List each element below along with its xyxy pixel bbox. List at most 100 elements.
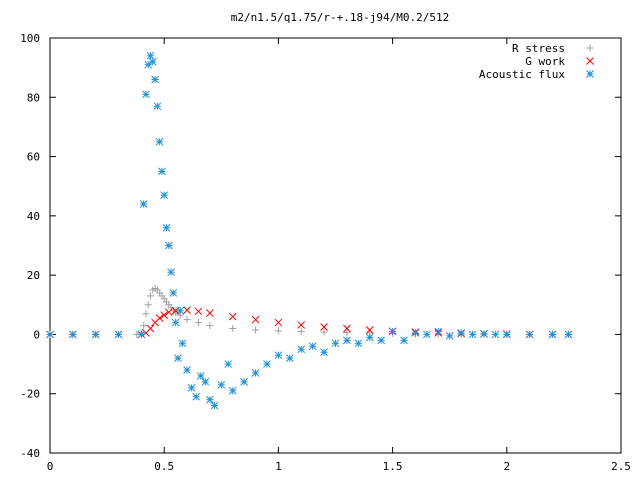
data-point-acoustic-flux (206, 395, 214, 404)
data-point-r-stress (229, 325, 237, 332)
x-axis: 0 0.5 1 1.5 2 2.5 (47, 38, 631, 473)
data-point-g-work (228, 312, 237, 321)
data-point-acoustic-flux (176, 306, 185, 315)
data-point-g-work (155, 314, 164, 322)
data-point-g-work (251, 315, 260, 324)
data-point-acoustic-flux (365, 333, 374, 342)
y-tick-label: -20 (20, 388, 40, 401)
data-point-acoustic-flux (434, 327, 443, 336)
x-tick-label: 2 (503, 460, 510, 473)
data-point-acoustic-flux (377, 336, 386, 345)
data-point-r-stress (320, 328, 328, 336)
data-point-acoustic-flux (192, 392, 201, 401)
x-tick-label: 1.5 (383, 460, 403, 473)
data-point-acoustic-flux (445, 332, 454, 340)
data-point-acoustic-flux (114, 330, 123, 339)
data-point-acoustic-flux (174, 354, 182, 362)
data-point-acoustic-flux (400, 336, 408, 345)
data-point-r-stress (274, 327, 282, 335)
data-point-r-stress (206, 322, 214, 330)
y-tick-label: 40 (27, 210, 40, 223)
x-tick-label: 2.5 (611, 460, 631, 473)
data-point-r-stress (140, 322, 148, 330)
data-point-acoustic-flux (164, 241, 173, 250)
series-r-stress (46, 284, 572, 338)
data-point-g-work (320, 323, 328, 331)
data-point-acoustic-flux (251, 369, 260, 377)
data-point-acoustic-flux (151, 75, 159, 84)
data-point-acoustic-flux (187, 383, 196, 392)
data-point-acoustic-flux (139, 200, 148, 208)
data-point-acoustic-flux (411, 329, 420, 337)
data-point-g-work (146, 324, 155, 333)
data-point-acoustic-flux (146, 51, 155, 60)
data-point-acoustic-flux (183, 366, 191, 374)
data-point-acoustic-flux (162, 223, 171, 232)
data-point-acoustic-flux (525, 330, 534, 339)
legend-label-acoustic-flux: Acoustic flux (479, 68, 565, 81)
data-point-acoustic-flux (158, 167, 166, 176)
data-point-acoustic-flux (160, 191, 169, 199)
data-point-g-work (160, 311, 169, 320)
data-point-acoustic-flux (148, 57, 157, 66)
data-point-acoustic-flux (167, 268, 175, 277)
data-point-r-stress (172, 308, 180, 316)
data-point-acoustic-flux (297, 345, 306, 354)
data-point-acoustic-flux (564, 330, 573, 339)
data-point-acoustic-flux (210, 401, 219, 410)
data-point-acoustic-flux (178, 339, 187, 348)
data-point-r-stress (144, 301, 152, 309)
data-point-acoustic-flux (91, 330, 100, 339)
x-tick-label: 0 (47, 460, 54, 473)
series-layer (46, 51, 573, 410)
data-point-acoustic-flux (240, 378, 248, 386)
data-point-acoustic-flux (217, 380, 226, 389)
data-point-acoustic-flux (142, 90, 150, 99)
data-point-acoustic-flux (274, 351, 283, 360)
data-point-acoustic-flux (46, 330, 54, 339)
data-point-acoustic-flux (480, 329, 488, 338)
x-tick-label: 1 (275, 460, 282, 473)
data-point-g-work (194, 307, 203, 316)
data-point-acoustic-flux (331, 339, 340, 348)
data-point-g-work (365, 326, 374, 334)
data-point-acoustic-flux (68, 330, 77, 339)
data-point-acoustic-flux (137, 330, 146, 339)
legend-label-r-stress: R stress (512, 42, 565, 55)
data-point-acoustic-flux (308, 342, 317, 351)
data-point-g-work (343, 324, 351, 333)
data-point-r-stress (146, 292, 154, 300)
data-point-acoustic-flux (548, 330, 557, 339)
data-point-acoustic-flux (171, 318, 180, 327)
legend-marker-g-work (586, 57, 594, 65)
plot-border (49, 37, 622, 454)
data-point-acoustic-flux (343, 336, 351, 345)
series-g-work (46, 306, 573, 339)
legend-marker-acoustic-flux (586, 70, 594, 78)
data-point-g-work (183, 306, 191, 314)
data-point-acoustic-flux (224, 360, 233, 368)
y-tick-label: 100 (20, 32, 40, 45)
data-point-acoustic-flux (155, 137, 164, 146)
data-point-g-work (206, 309, 214, 317)
x-tick-label: 0.5 (154, 460, 174, 473)
chart-title: m2/n1.5/q1.75/r-+.18-j94/M0.2/512 (231, 11, 450, 24)
data-point-r-stress (252, 326, 260, 334)
data-point-acoustic-flux (502, 330, 511, 339)
data-point-r-stress (343, 329, 351, 337)
data-point-acoustic-flux (263, 360, 271, 368)
data-point-acoustic-flux (285, 354, 294, 362)
series-acoustic-flux (46, 51, 573, 410)
y-tick-label: -40 (20, 447, 40, 460)
data-point-r-stress (297, 327, 305, 335)
data-point-acoustic-flux (196, 372, 205, 380)
y-tick-label: 60 (27, 151, 40, 164)
legend-marker-r-stress (586, 44, 594, 52)
data-point-acoustic-flux (388, 327, 397, 336)
data-point-r-stress (183, 316, 191, 324)
legend-label-g-work: G work (525, 55, 565, 68)
y-tick-label: 0 (33, 328, 40, 341)
data-point-acoustic-flux (491, 330, 500, 339)
